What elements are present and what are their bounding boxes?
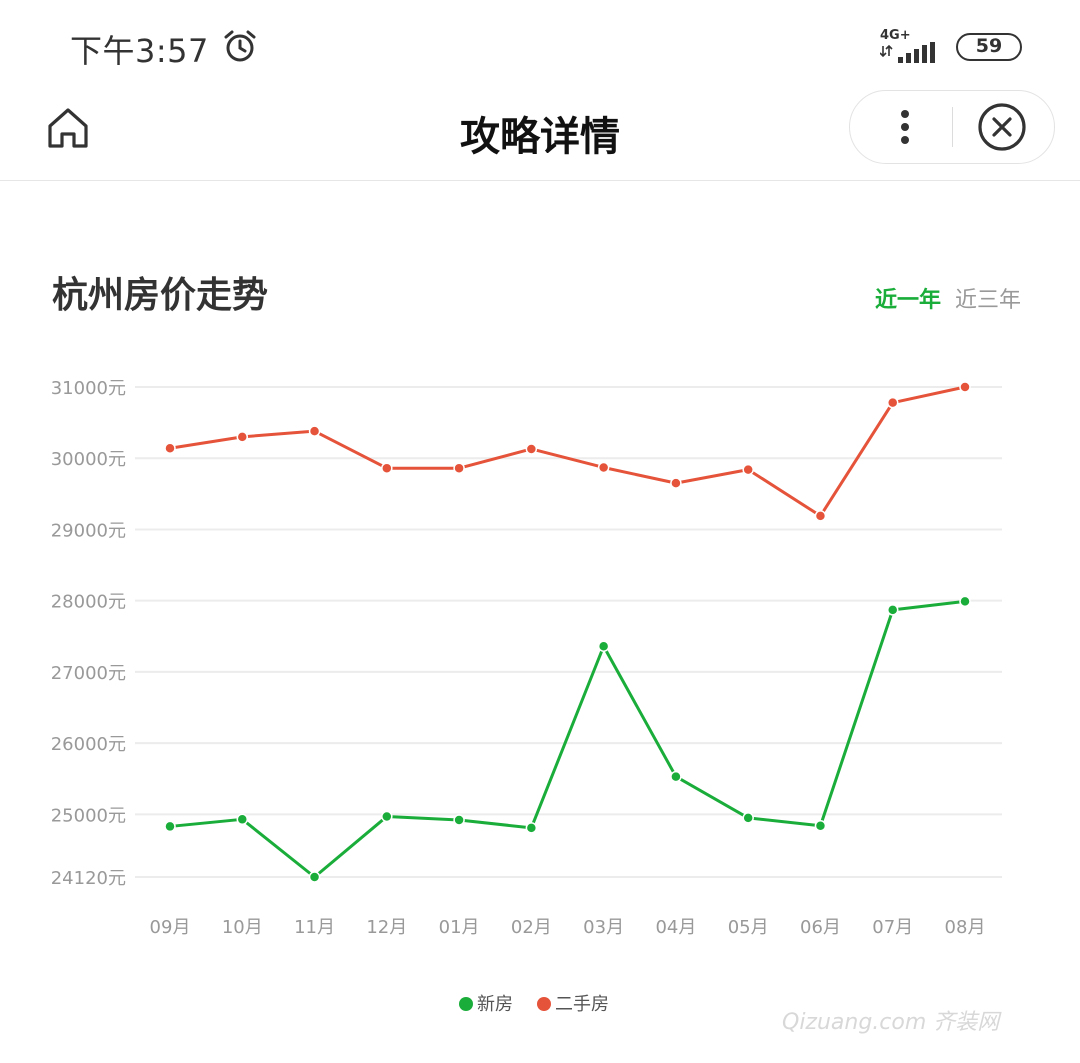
data-point-new-house [308, 871, 321, 883]
alarm-clock-icon [224, 30, 256, 62]
data-point-resale-house [814, 510, 827, 522]
data-point-new-house [164, 820, 176, 833]
page-title: 攻略详情 [460, 114, 620, 160]
legend-label-resale-house: 二手房 [555, 994, 609, 1015]
data-point-resale-house [236, 431, 249, 443]
status-time: 下午3:57 [70, 32, 209, 70]
legend-item-new-house[interactable]: 新房 [459, 990, 513, 1020]
data-point-resale-house [308, 425, 321, 437]
x-tick-label: 06月 [800, 917, 841, 938]
data-point-new-house [670, 770, 682, 783]
legend-dot-resale-house [537, 997, 551, 1011]
tab-three-years[interactable]: 近三年 [955, 288, 1022, 313]
data-point-new-house [742, 812, 754, 824]
price-trend-chart: 31000元 30000元 29000元 28000元 27000元 26000元 2500… [51, 378, 1002, 938]
battery-indicator: 59 [956, 33, 1022, 61]
x-tick-label: 02月 [511, 917, 552, 938]
signal-indicator: 4G+ [880, 28, 942, 64]
y-tick-label: 28000元 [51, 592, 126, 613]
y-tick-label: 29000元 [51, 520, 126, 541]
close-button[interactable] [954, 91, 1054, 163]
mini-program-capsule [849, 90, 1055, 164]
capsule-divider [952, 107, 953, 147]
close-icon [978, 103, 1026, 151]
data-point-new-house [959, 595, 971, 608]
data-point-resale-house [381, 462, 393, 474]
nav-bar: 攻略详情 [0, 90, 1080, 181]
y-tick-label: 26000元 [51, 734, 126, 755]
y-tick-label: 27000元 [51, 663, 126, 684]
data-point-new-house [886, 604, 899, 616]
data-point-new-house [525, 822, 538, 834]
data-point-resale-house [164, 442, 176, 454]
data-point-new-house [814, 819, 827, 832]
x-tick-label: 04月 [655, 917, 696, 938]
x-tick-label: 08月 [945, 917, 986, 938]
legend-item-resale-house[interactable]: 二手房 [537, 990, 609, 1020]
y-tick-label: 30000元 [51, 449, 126, 470]
x-tick-label: 03月 [583, 917, 624, 938]
series-line-resale-house [169, 385, 966, 518]
more-button[interactable] [850, 91, 954, 163]
data-point-new-house [597, 640, 610, 652]
network-type-label: 4G+ [880, 28, 911, 43]
series-line-new-house [169, 599, 966, 879]
data-point-resale-house [886, 396, 899, 409]
data-point-resale-house [959, 381, 971, 393]
x-tick-label: 12月 [366, 917, 407, 938]
data-point-new-house [453, 814, 465, 826]
data-point-new-house [381, 810, 393, 823]
data-point-resale-house [670, 477, 682, 489]
data-point-resale-house [453, 462, 465, 474]
data-point-resale-house [597, 461, 610, 474]
x-tick-label: 10月 [222, 917, 263, 938]
x-tick-label: 05月 [728, 917, 769, 938]
more-dots-icon [901, 110, 909, 144]
data-point-resale-house [742, 463, 754, 476]
y-tick-label: 25000元 [51, 805, 126, 826]
section-title: 杭州房价走势 [52, 275, 269, 316]
tab-one-year[interactable]: 近一年 [875, 288, 942, 313]
x-tick-label: 11月 [294, 917, 335, 938]
watermark: Qizuang.com 齐装网 [782, 1010, 1000, 1035]
data-point-new-house [236, 813, 249, 826]
legend-dot-new-house [459, 997, 473, 1011]
legend-label-new-house: 新房 [477, 994, 513, 1015]
x-tick-label: 09月 [150, 917, 191, 938]
x-tick-label: 01月 [439, 917, 480, 938]
y-tick-label: 31000元 [51, 378, 126, 399]
status-bar: 下午3:57 4G+ 59 [0, 0, 1080, 90]
x-tick-label: 07月 [872, 917, 913, 938]
signal-bars-icon [880, 42, 935, 63]
battery-level: 59 [975, 35, 1003, 57]
y-tick-label: 24120元 [51, 868, 126, 889]
data-point-resale-house [525, 443, 538, 455]
home-icon[interactable] [44, 104, 92, 152]
